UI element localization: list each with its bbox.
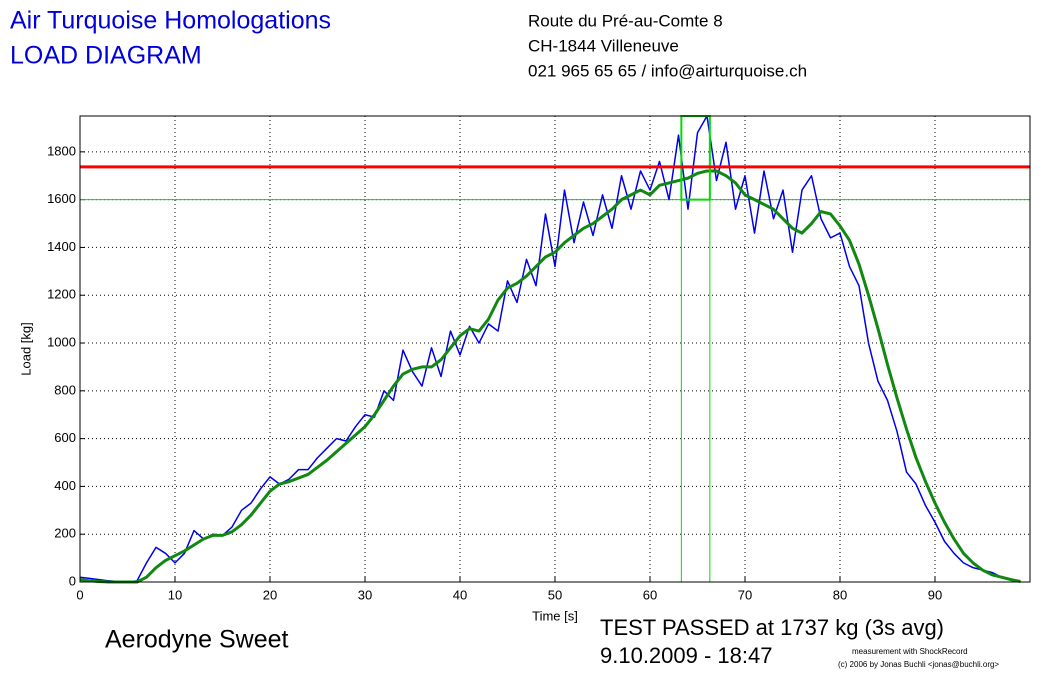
y-tick-label: 1800 [47,143,76,158]
credit: measurement with ShockRecord [852,647,968,656]
title: Air Turquoise Homologations [10,7,331,35]
x-tick-label: 70 [738,587,752,602]
x-tick-label: 20 [263,587,277,602]
y-axis-label: Load [kg] [18,322,33,376]
plot-frame [79,115,1031,583]
x-tick-label: 30 [358,587,372,602]
x-tick-label: 40 [453,587,467,602]
credit: (c) 2006 by Jonas Buchli <jonas@buchli.o… [838,660,999,669]
address: CH-1844 Villeneuve [528,36,679,55]
x-tick-label: 10 [168,587,182,602]
data-line [79,115,1021,583]
y-tick-label: 1000 [47,334,76,349]
address: 021 965 65 65 / info@airturquoise.ch [528,61,807,80]
y-tick-label: 1400 [47,239,76,254]
x-tick-label: 0 [76,587,83,602]
x-tick-label: 50 [548,587,562,602]
y-tick-label: 800 [54,382,76,397]
y-tick-label: 400 [54,478,76,493]
x-axis-label: Time [s] [532,608,578,623]
subject: Aerodyne Sweet [105,626,289,654]
y-tick-label: 1200 [47,287,76,302]
y-tick-label: 200 [54,526,76,541]
date: 9.10.2009 - 18:47 [600,643,772,668]
x-tick-label: 80 [833,587,847,602]
y-tick-label: 0 [69,573,76,588]
data-line [79,169,1021,584]
address: Route du Pré-au-Comte 8 [528,11,723,30]
x-tick-label: 60 [643,587,657,602]
y-tick-label: 1600 [47,191,76,206]
y-tick-label: 600 [54,430,76,445]
subtitle: LOAD DIAGRAM [10,42,202,70]
result: TEST PASSED at 1737 kg (3s avg) [600,615,944,640]
x-tick-label: 90 [928,587,942,602]
